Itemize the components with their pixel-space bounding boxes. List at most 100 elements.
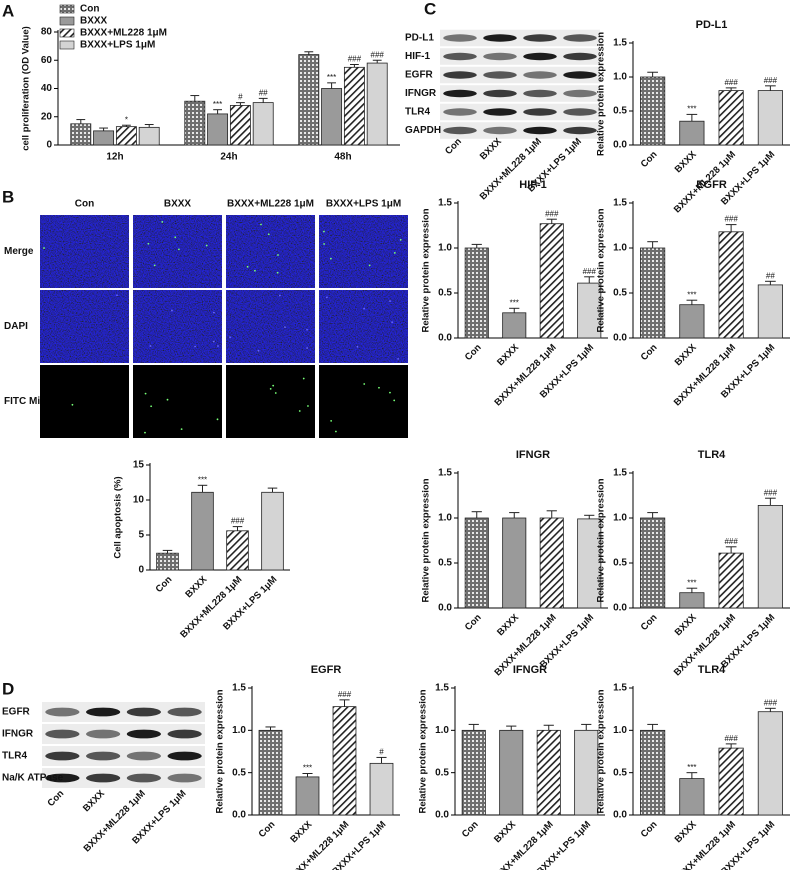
bar	[295, 776, 320, 816]
y-tick-label: 1.0	[613, 725, 627, 736]
significance-label: ###	[724, 78, 738, 87]
fitc-dot	[257, 349, 260, 352]
bar	[191, 491, 214, 571]
row-label: FITC Mix	[4, 396, 46, 407]
micrograph	[40, 365, 129, 438]
fitc-dot	[254, 269, 256, 272]
protein-label: IFNGR	[2, 729, 34, 740]
legend-label: BXXX+LPS 1μM	[80, 40, 155, 51]
micrograph-noise	[133, 215, 222, 288]
bar	[138, 126, 160, 146]
fitc-dot	[161, 221, 164, 223]
blot-band	[86, 773, 121, 783]
fitc-dot	[212, 311, 215, 314]
fitc-dot	[368, 264, 371, 267]
significance-label: ###	[338, 690, 352, 699]
fitc-dot	[391, 321, 393, 324]
y-tick-label: 1.0	[232, 725, 246, 736]
panel-label: B	[2, 187, 14, 206]
bar	[640, 76, 666, 146]
bar	[156, 552, 179, 571]
blot-band	[443, 108, 477, 116]
significance-label: ***	[198, 475, 207, 484]
significance-label: ###	[724, 537, 738, 546]
blot-band	[167, 773, 202, 783]
chart-title: EGFR	[696, 179, 727, 191]
y-tick-label: 60	[41, 55, 53, 66]
fitc-dot	[178, 248, 180, 251]
y-tick-label: 0.5	[438, 288, 452, 299]
y-axis-label: Relative protein expression	[421, 478, 432, 602]
bar	[115, 126, 137, 146]
y-axis-label: Relative protein expression	[215, 689, 226, 813]
fitc-dot	[356, 345, 359, 348]
y-axis-label: Cell apoptosis (%)	[113, 476, 124, 558]
y-tick-label: 10	[133, 495, 145, 506]
y-tick-label: 1.5	[613, 198, 627, 209]
fitc-dot	[277, 254, 279, 256]
y-tick-label: 0.0	[438, 333, 452, 344]
blot-strip	[440, 103, 600, 121]
blot-band	[126, 729, 161, 739]
micrograph-noise	[226, 215, 315, 288]
y-tick-label: 0	[138, 565, 144, 576]
fitc-dot	[147, 242, 150, 245]
blot-strip	[440, 85, 600, 102]
chart-title: EGFR	[311, 664, 342, 676]
micrograph-noise	[319, 290, 408, 363]
y-axis-label: Relative protein expression	[418, 689, 429, 813]
protein-label: TLR4	[2, 751, 27, 762]
blot-band	[483, 89, 517, 98]
significance-label: ***	[213, 100, 222, 109]
protein-label: EGFR	[405, 70, 434, 81]
blot-band	[443, 71, 477, 79]
bar	[718, 90, 744, 146]
fitc-dot	[171, 309, 173, 312]
y-tick-label: 0.0	[232, 810, 246, 821]
blot-band	[126, 707, 161, 717]
legend-swatch	[59, 40, 75, 50]
significance-label: #	[238, 93, 243, 102]
fitc-dot	[363, 307, 366, 310]
blot-band	[443, 126, 477, 135]
micrograph-noise	[40, 215, 129, 288]
micrograph-noise	[40, 290, 129, 363]
fitc-dot	[393, 252, 396, 254]
significance-label: ###	[583, 267, 597, 276]
fitc-dot	[307, 405, 309, 407]
chart-title: HIF-1	[519, 179, 547, 191]
blot-band	[45, 707, 80, 717]
fitc-dot	[144, 431, 146, 434]
fitc-dot	[393, 399, 396, 402]
fitc-dot	[205, 244, 208, 247]
blot-band	[167, 729, 202, 739]
blot-band	[483, 52, 517, 61]
y-tick-label: 1.5	[438, 198, 452, 209]
blot-band	[45, 773, 80, 783]
bar	[679, 120, 705, 146]
blot-band	[443, 52, 477, 61]
fitc-dot	[399, 238, 402, 241]
blot-strip	[440, 122, 600, 139]
bar	[184, 100, 206, 146]
y-tick-label: 0.5	[435, 767, 449, 778]
bar	[461, 729, 486, 816]
fitc-dot	[216, 418, 219, 421]
blot-band	[86, 707, 121, 717]
significance-label: ###	[371, 50, 385, 59]
blot-strip	[440, 66, 600, 84]
y-tick-label: 1.0	[435, 725, 449, 736]
y-tick-label: 20	[41, 111, 53, 122]
blot-band	[523, 108, 557, 116]
significance-label: ###	[545, 209, 559, 218]
significance-label: ##	[259, 88, 268, 97]
bar	[343, 66, 365, 146]
micrograph	[226, 365, 315, 438]
blot-band	[563, 34, 597, 42]
blot-strip	[42, 746, 205, 766]
blot-band	[483, 71, 517, 79]
y-tick-label: 1.5	[613, 683, 627, 694]
legend-swatch	[59, 28, 75, 38]
fitc-dot	[298, 410, 301, 412]
blot-band	[443, 34, 477, 42]
